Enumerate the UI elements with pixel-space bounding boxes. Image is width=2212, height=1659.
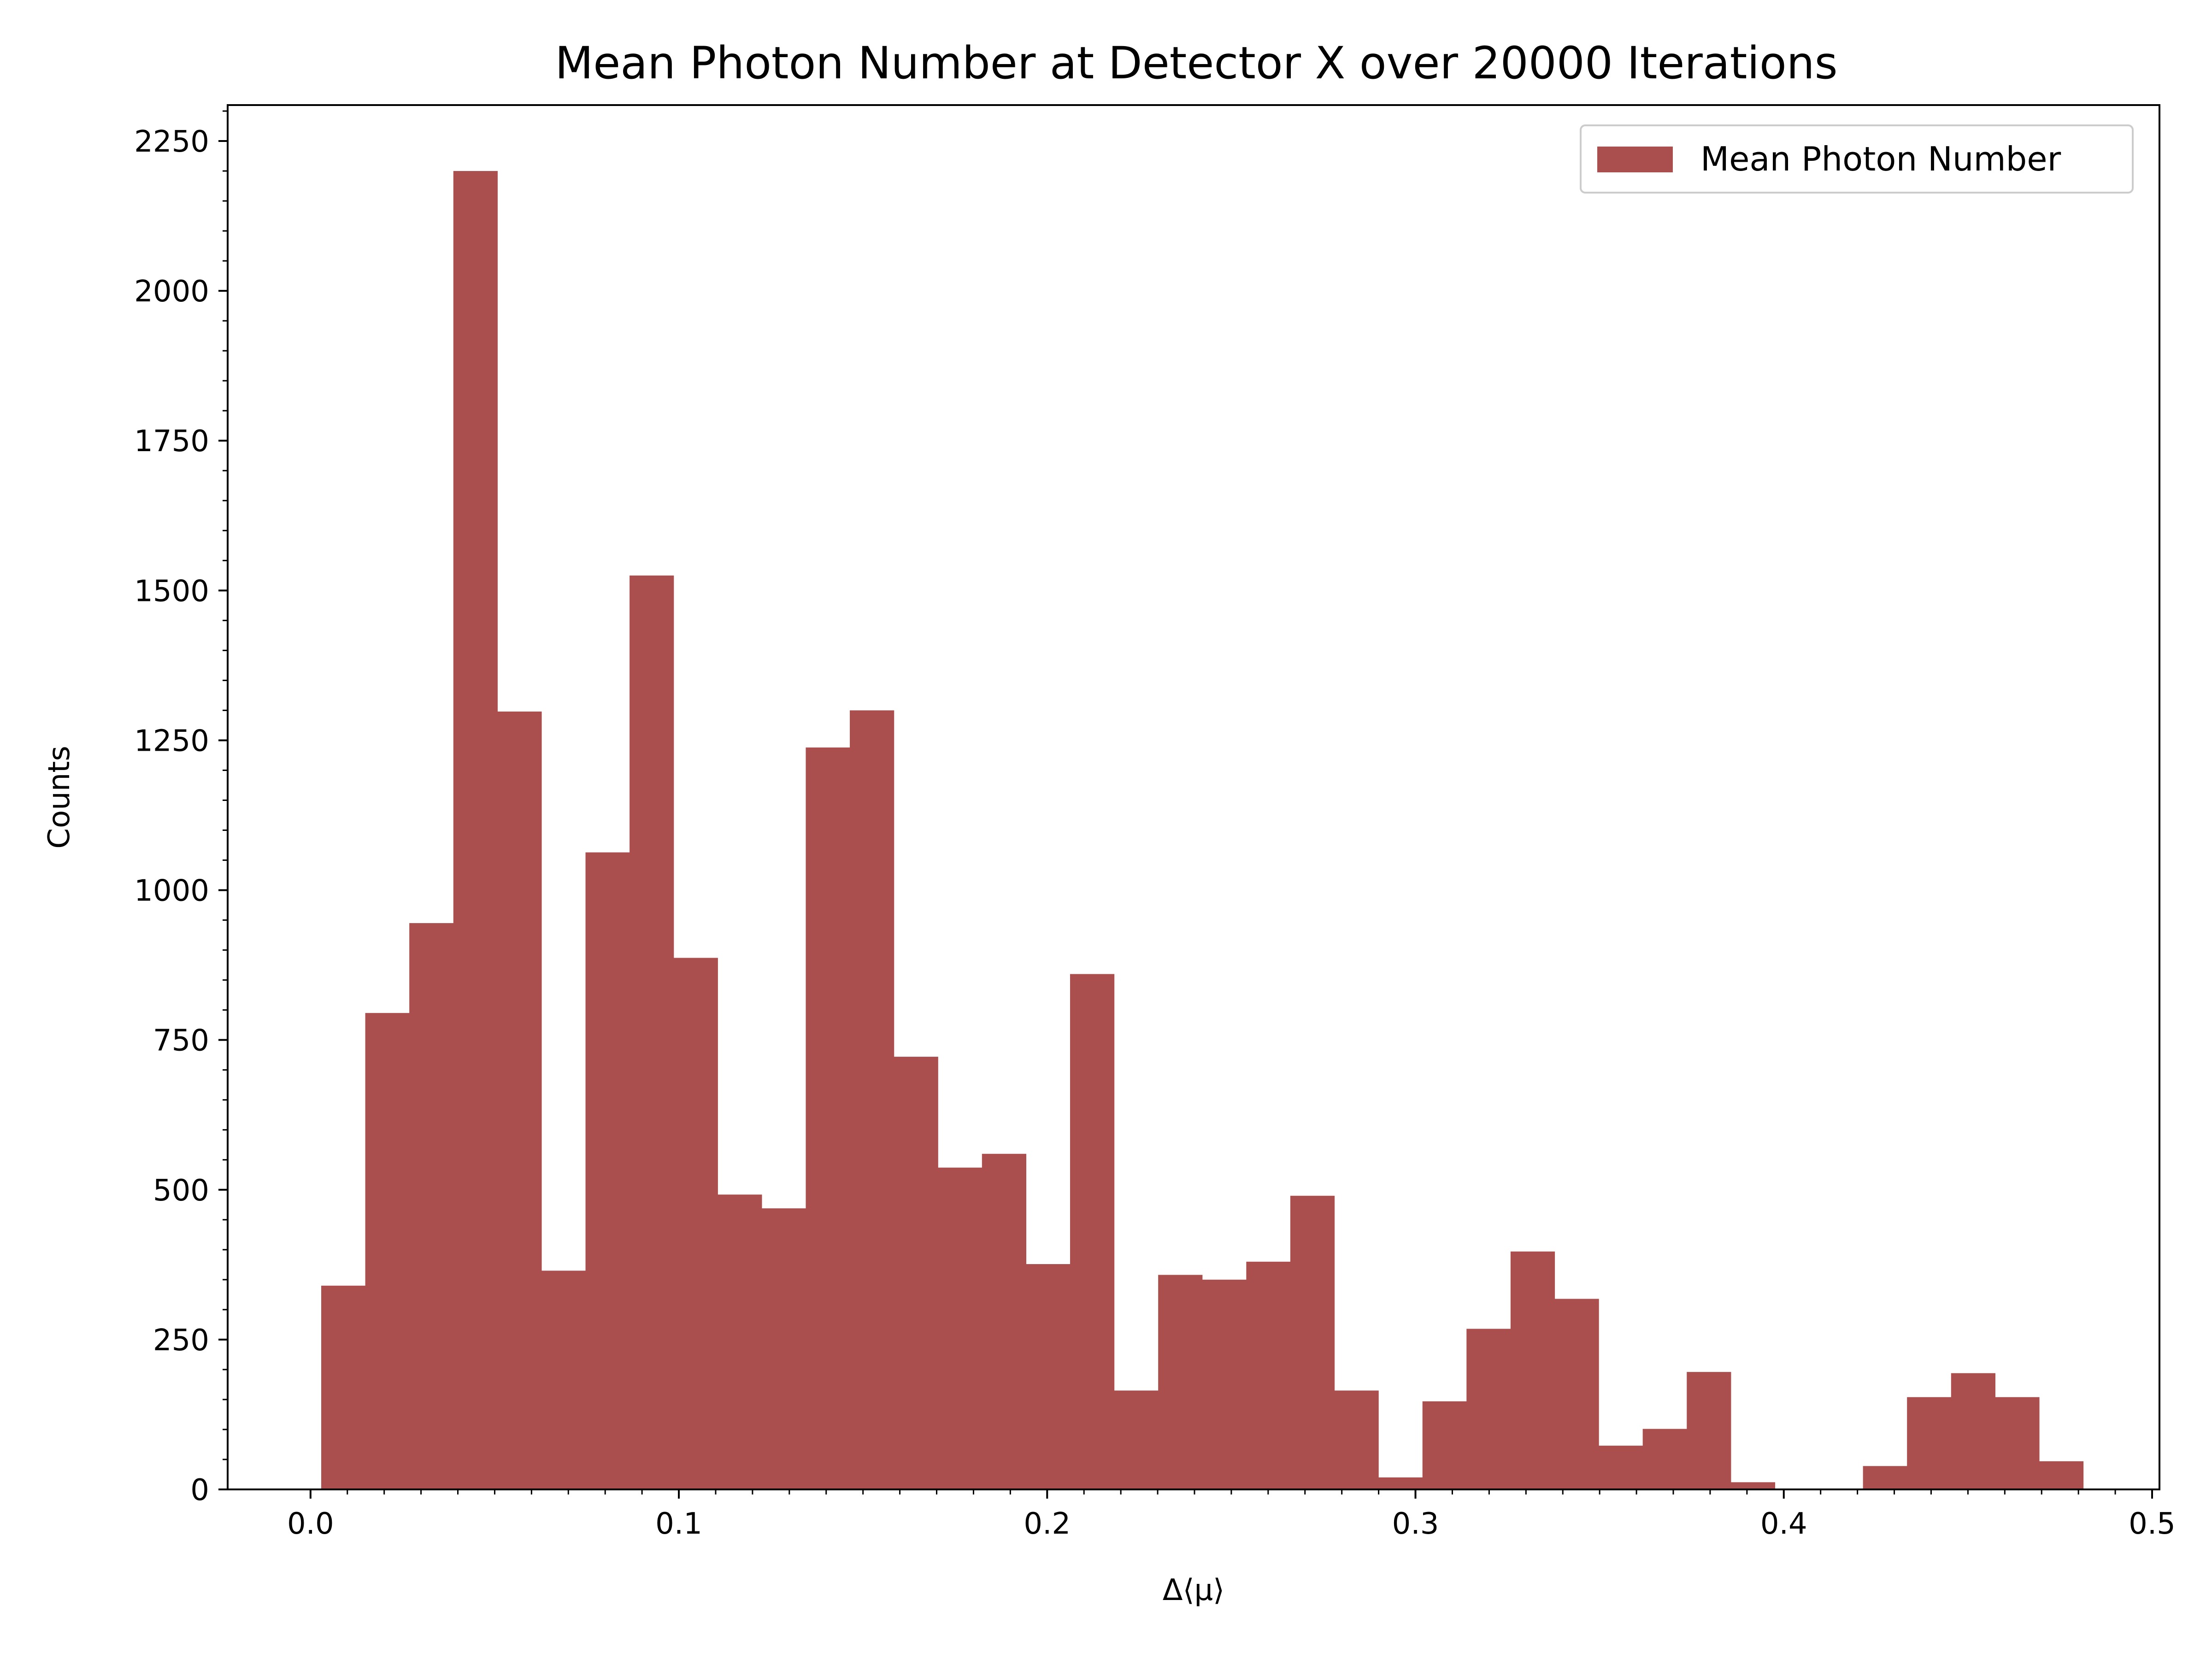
histogram-bar <box>1158 1275 1203 1489</box>
histogram-bar <box>1951 1373 1995 1489</box>
histogram-bar <box>673 958 718 1489</box>
x-tick-label: 0.0 <box>287 1507 334 1541</box>
histogram-bar <box>1642 1429 1687 1489</box>
x-tick-label: 0.1 <box>655 1507 702 1541</box>
y-tick-label: 1000 <box>134 874 209 908</box>
y-tick-label: 500 <box>153 1174 209 1208</box>
x-tick-label: 0.5 <box>2129 1507 2176 1541</box>
histogram-bar <box>1599 1446 1643 1489</box>
y-tick-label: 1250 <box>134 724 209 758</box>
histogram-bar <box>365 1013 410 1489</box>
y-axis-ticks: 0 250 500 750 1000 1250 1500 1750 2000 2250 <box>134 110 228 1507</box>
histogram-bar <box>1907 1397 1952 1489</box>
histogram-bar <box>806 747 850 1489</box>
histogram-bar <box>1070 974 1115 1489</box>
plot-frame <box>227 104 2160 1490</box>
histogram-bar <box>1246 1261 1291 1489</box>
histogram-bar <box>718 1194 762 1489</box>
x-tick-label: 0.3 <box>1392 1507 1439 1541</box>
legend-swatch <box>1597 147 1673 172</box>
y-axis-label: Counts <box>42 746 76 848</box>
histogram-bar <box>409 923 454 1489</box>
y-tick-label: 1750 <box>134 424 209 459</box>
chart-title: Mean Photon Number at Detector X over 20… <box>555 37 1837 89</box>
x-tick-label: 0.4 <box>1760 1507 1807 1541</box>
y-tick-label: 2000 <box>134 275 209 309</box>
legend: Mean Photon Number <box>1580 124 2134 194</box>
histogram-bar <box>1554 1299 1599 1489</box>
histogram-bar <box>629 575 674 1489</box>
histogram-bar <box>1687 1372 1731 1489</box>
histogram-bar <box>1026 1264 1071 1489</box>
histogram-bar <box>321 1285 366 1489</box>
x-tick-label: 0.2 <box>1024 1507 1071 1541</box>
histogram-bar <box>1290 1195 1335 1489</box>
histogram-bar <box>1730 1482 1776 1489</box>
x-axis-label: Δ⟨μ⟩ <box>1163 1573 1224 1607</box>
histogram-bar <box>850 710 894 1489</box>
histogram-bar <box>761 1208 806 1489</box>
histogram-bar <box>1378 1477 1423 1489</box>
histogram-bar <box>585 852 630 1489</box>
y-tick-label: 2250 <box>134 125 209 159</box>
x-axis-ticks: 0.0 0.1 0.2 0.3 0.4 0.5 <box>287 1489 2176 1541</box>
histogram-bar <box>982 1153 1027 1489</box>
legend-entry-mean-photon-number: Mean Photon Number <box>1700 140 2061 178</box>
histogram-bar <box>1334 1390 1379 1489</box>
histogram-bar <box>1466 1329 1511 1489</box>
histogram-bar <box>1863 1466 1907 1489</box>
histogram-bar <box>453 171 498 1489</box>
histogram-bar <box>938 1167 982 1489</box>
histogram-bar <box>1510 1251 1555 1489</box>
histogram-bar <box>1202 1279 1247 1489</box>
y-tick-label: 1500 <box>134 574 209 608</box>
histogram-bar <box>541 1271 586 1489</box>
y-tick-label: 250 <box>153 1324 209 1358</box>
histogram-bar <box>2039 1461 2084 1489</box>
histogram-bar <box>1995 1397 2040 1489</box>
histogram-bar <box>1114 1390 1159 1489</box>
histogram-bars <box>321 171 2084 1489</box>
legend-box <box>1580 124 2134 194</box>
y-tick-label: 750 <box>153 1024 209 1058</box>
histogram-bar <box>1422 1401 1467 1489</box>
histogram-bar <box>497 712 542 1489</box>
histogram-bar <box>894 1057 938 1489</box>
y-tick-label: 0 <box>190 1473 209 1507</box>
